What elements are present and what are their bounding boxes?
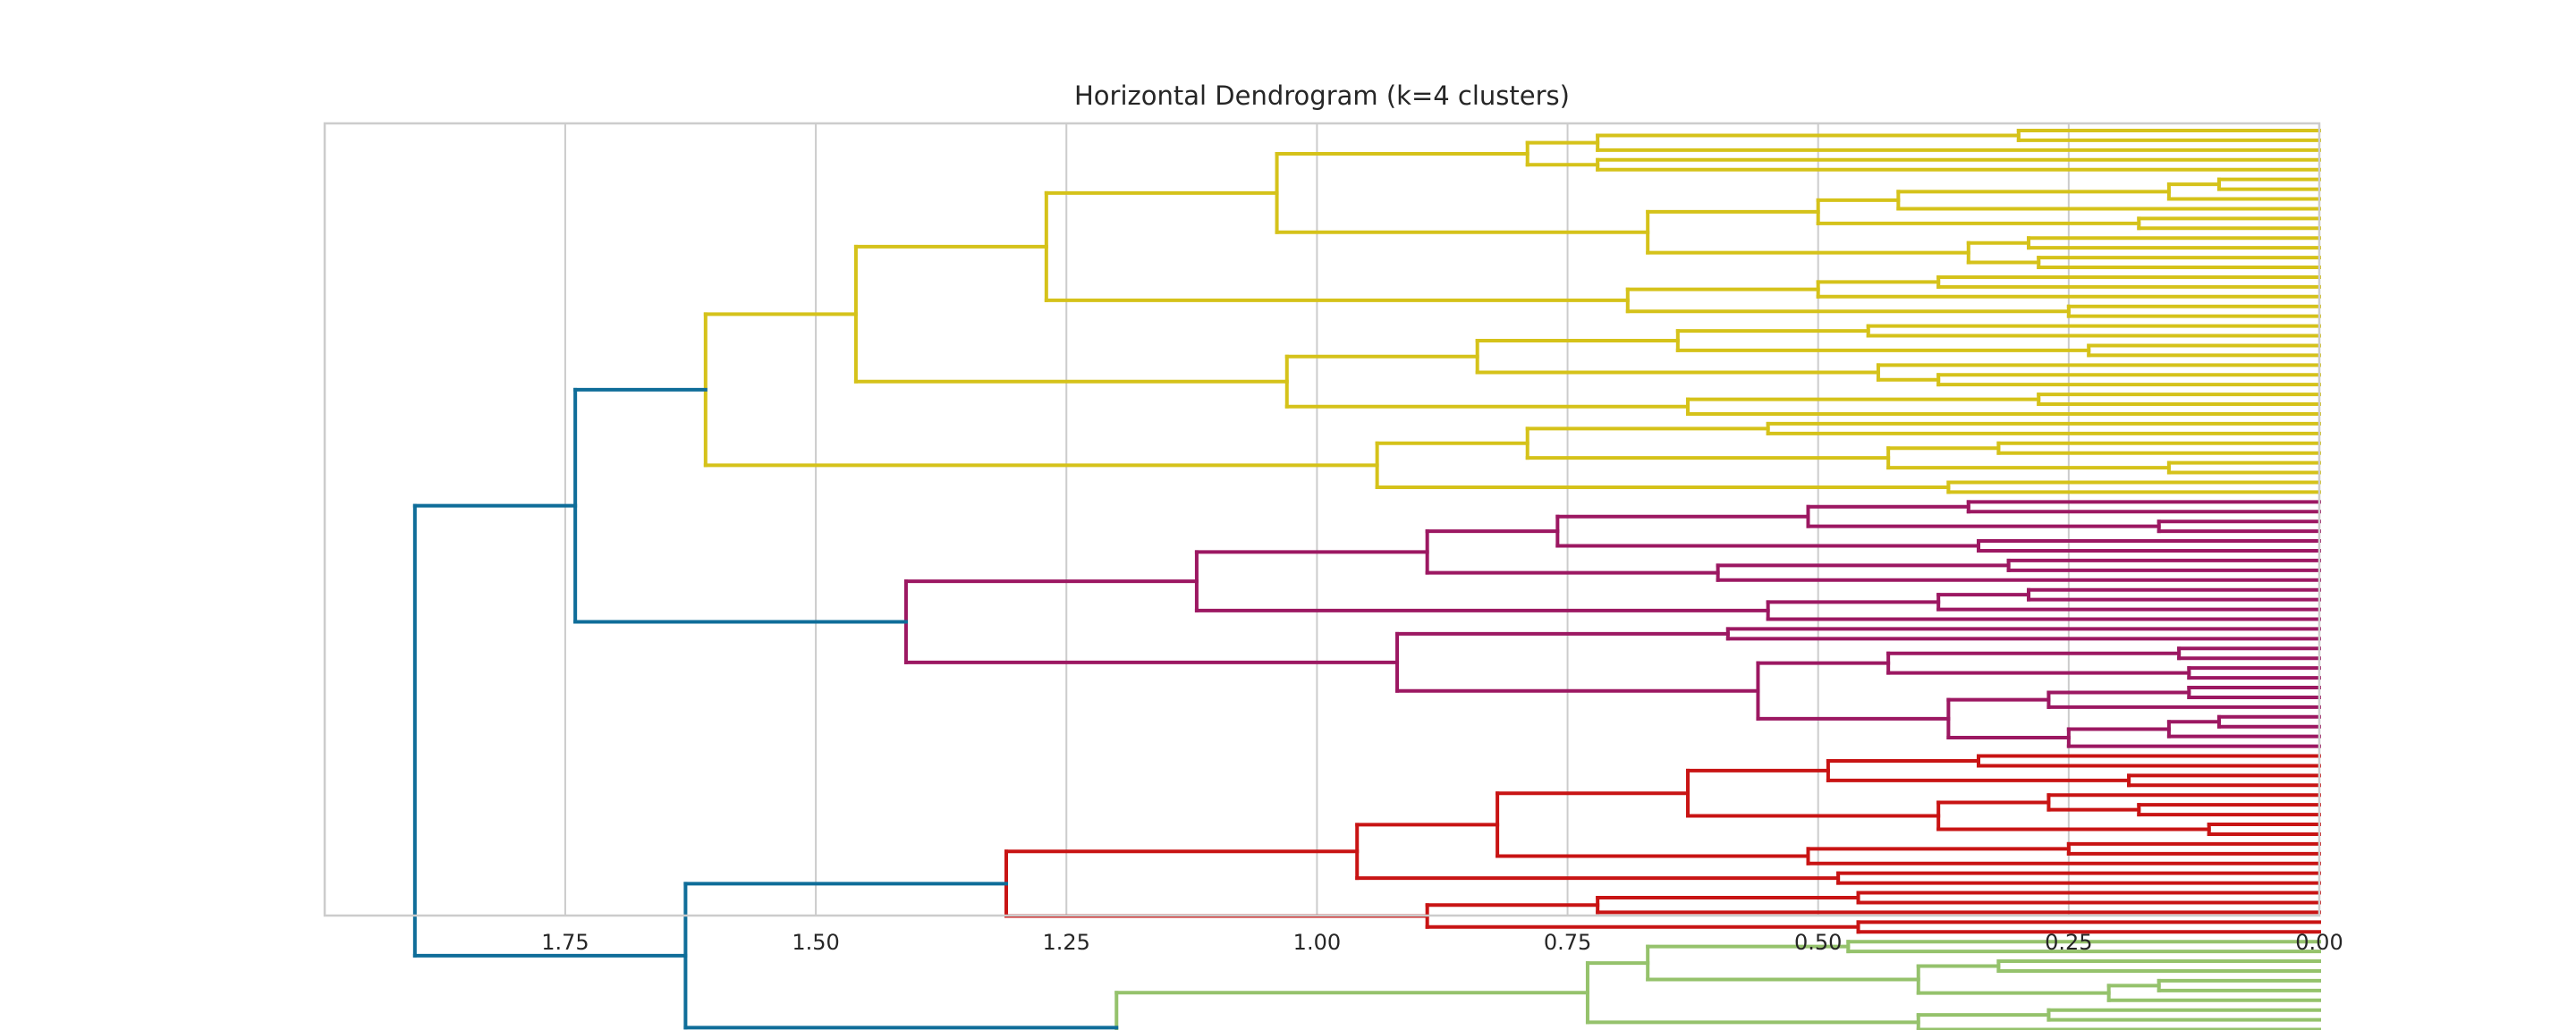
x-tick-label: 0.00 — [2295, 930, 2343, 955]
x-axis-tick-labels: 1.75 1.50 1.25 1.00 0.75 0.50 0.25 0.00 — [541, 930, 2343, 955]
axes-frame — [323, 122, 2321, 917]
chart-title: Horizontal Dendrogram (k=4 clusters) — [1074, 80, 1570, 111]
x-tick-label: 1.75 — [541, 930, 589, 955]
x-tick-label: 0.75 — [1544, 930, 1591, 955]
x-tick-label: 1.25 — [1043, 930, 1090, 955]
x-tick-label: 0.25 — [2045, 930, 2092, 955]
x-tick-label: 1.00 — [1293, 930, 1341, 955]
x-tick-label: 0.50 — [1794, 930, 1842, 955]
dendrogram-links — [412, 129, 2321, 1030]
x-tick-label: 1.50 — [792, 930, 839, 955]
